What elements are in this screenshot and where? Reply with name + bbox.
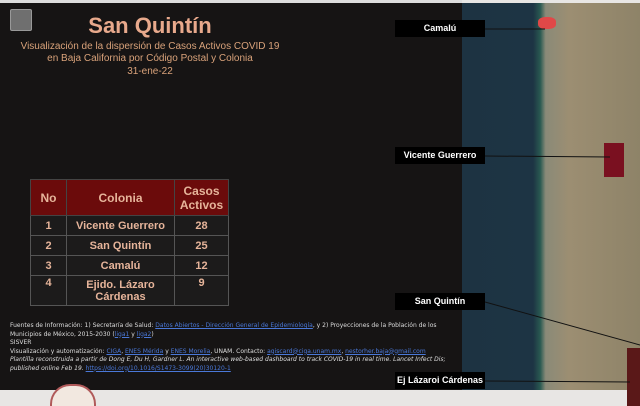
subtitle-2: en Baja California por Código Postal y C… [47, 53, 253, 64]
cell: 28 [174, 215, 229, 236]
text: y [163, 347, 171, 355]
table-row: 1 Vicente Guerrero 28 [30, 215, 229, 236]
subtitle: Visualización de la dispersión de Casos … [20, 41, 280, 52]
text: y [129, 330, 137, 338]
cell: 25 [174, 235, 229, 256]
date: 31-ene-22 [127, 66, 173, 77]
link-enes-morelia[interactable]: ENES Morelia [170, 347, 211, 355]
text: Visualización y automatización: [10, 347, 105, 355]
sources-text: Fuentes de Información: 1) Secretaría de… [10, 322, 446, 372]
cell: 1 [30, 215, 67, 236]
zone-vicente-guerrero[interactable] [604, 143, 624, 177]
info-panel: San Quintín Visualización de la dispersi… [0, 0, 462, 390]
satellite-map[interactable] [462, 3, 640, 390]
page-title: San Quintín [88, 13, 212, 38]
link-ciga[interactable]: CIGA [106, 347, 122, 355]
text: , y 2) Proyecciones de la Población de l… [10, 322, 437, 338]
text: Fuentes de Información: 1) Secretaría de… [10, 322, 154, 329]
cell: Camalú [66, 255, 175, 276]
link-doi[interactable]: https://doi.org/10.1016/S1473-3099(20)30… [85, 364, 231, 372]
cell: 9 [174, 275, 229, 306]
table-row: 2 San Quintín 25 [30, 235, 229, 256]
san-quintin-zone [627, 348, 640, 406]
text: , UNAM. Contacto: [210, 347, 266, 355]
table-row: 4 Ejido. Lázaro Cárdenas 9 [30, 275, 229, 306]
link-email[interactable]: nestorher.baja@gmail.com [345, 347, 426, 355]
map-label-camalu: Camalú [395, 20, 485, 37]
text: ) [151, 330, 154, 338]
text: SISVER [10, 339, 32, 346]
unam-logo [10, 9, 32, 31]
map-label-vicente-guerrero: Vicente Guerrero [395, 147, 485, 164]
link-datos-abiertos[interactable]: Datos Abiertos - Dirección General de Ep… [155, 322, 313, 329]
cell: 4 [30, 275, 67, 306]
zone-camalu[interactable] [538, 17, 556, 29]
link-email[interactable]: agiscard@ciga.unam.mx [267, 347, 342, 355]
table-header: No Colonia Casos Activos [30, 179, 229, 216]
link-liga2[interactable]: liga2 [136, 330, 152, 338]
cell: Vicente Guerrero [66, 215, 175, 236]
cell: 2 [30, 235, 67, 256]
map-label-san-quintin: San Quintín [395, 293, 485, 310]
table-row: 3 Camalú 12 [30, 255, 229, 276]
leader-line [484, 301, 640, 346]
text: Plantilla reconstruida a partir de Dong … [10, 356, 446, 372]
map-label-lazaro-cardenas: Ej Lázaroi Cárdenas [395, 372, 485, 389]
link-enes-merida[interactable]: ENES Mérida [125, 347, 164, 355]
link-liga1[interactable]: liga1 [114, 330, 130, 338]
col-casos: Casos Activos [174, 179, 229, 216]
leader-line [484, 380, 631, 383]
cases-table: No Colonia Casos Activos 1 Vicente Guerre… [30, 179, 229, 306]
leader-line [484, 155, 611, 158]
